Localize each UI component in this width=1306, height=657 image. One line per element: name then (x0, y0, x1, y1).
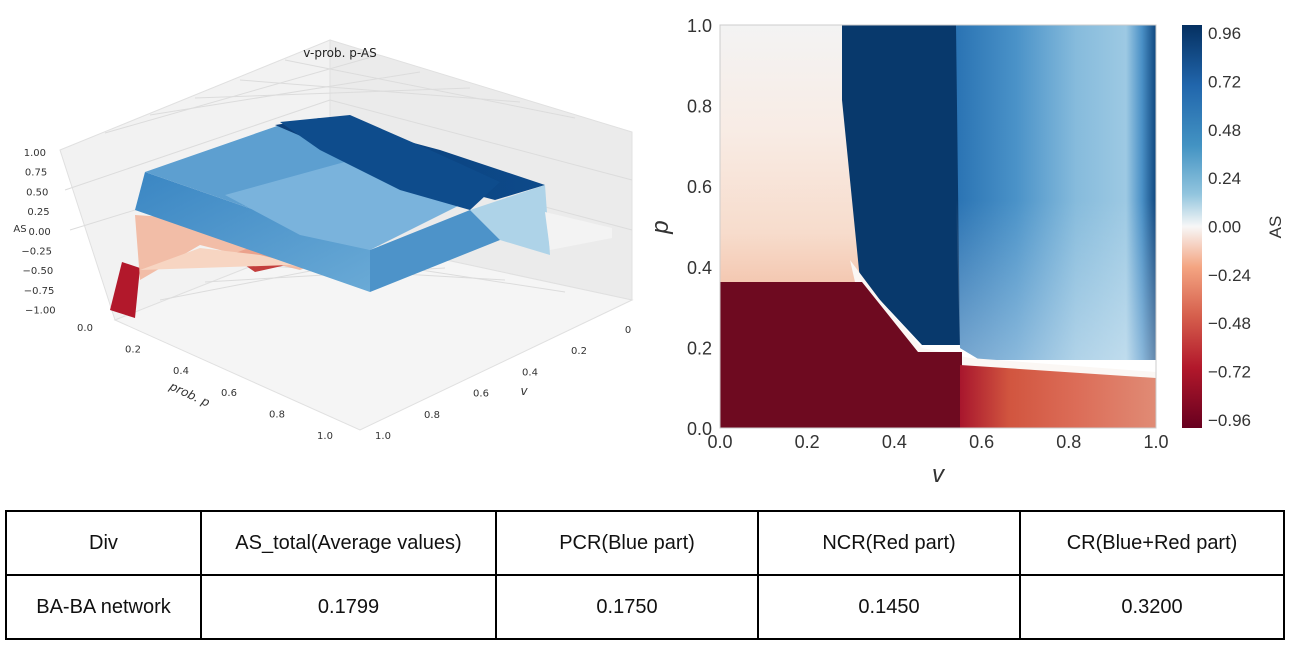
header-cell: CR(Blue+Red part) (1019, 510, 1285, 576)
header-cell: AS_total(Average values) (200, 510, 497, 576)
z-tick-label: −0.25 (21, 247, 52, 258)
v-axis-label: v (932, 461, 946, 488)
p-tick-label: 1.0 (687, 16, 712, 36)
colorbar-label: AS (1266, 216, 1285, 239)
v-tick-label: 0.8 (1056, 432, 1081, 452)
p-tick-label: 0.6 (221, 388, 237, 399)
p-axis-label: prob. p (166, 379, 212, 410)
v-tick-label: 0.6 (473, 389, 489, 400)
v-tick-label: 0.6 (969, 432, 994, 452)
table-cell: 0.1750 (495, 574, 759, 640)
table-cell: BA-BA network (5, 574, 202, 640)
colorbar-tick-label: −0.96 (1208, 411, 1251, 430)
z-axis-label: AS (13, 224, 26, 235)
z-tick-label: 1.00 (24, 148, 46, 159)
z-tick-label: −0.50 (23, 266, 54, 277)
v-tick-label: 0.2 (571, 346, 587, 357)
v-tick-labels: 0 0.2 0.4 0.6 0.8 1.0 (375, 325, 631, 442)
table-row: BA-BA network 0.1799 0.1750 0.1450 0.320… (5, 574, 1285, 640)
surface-darkblue-plateau (280, 115, 500, 210)
colorbar-tick-label: 0.96 (1208, 24, 1241, 43)
surface-side-light (370, 210, 500, 292)
z-tick-label: 0.00 (29, 227, 51, 238)
v-axis-label: v (520, 384, 528, 398)
v-tick-label: 0.4 (522, 367, 538, 378)
summary-table: Div AS_total(Average values) PCR(Blue pa… (5, 510, 1285, 640)
surface-white-flat (545, 212, 612, 250)
header-cell: NCR(Red part) (757, 510, 1021, 576)
p-tick-label: 0.0 (687, 419, 712, 439)
transition-band (850, 260, 1156, 382)
p-tick-label: 0.8 (687, 97, 712, 117)
v-tick-label: 0.4 (882, 432, 907, 452)
p-tick-label: 0.4 (173, 366, 189, 377)
colorbar-tick-label: 0.00 (1208, 218, 1241, 237)
colorbar-tick-label: 0.72 (1208, 72, 1241, 91)
z-tick-label: −1.00 (25, 306, 56, 317)
colorbar-tick-label: 0.24 (1208, 169, 1241, 188)
v-tick-label: 1.0 (1143, 432, 1168, 452)
p-tick-label: 0.6 (687, 177, 712, 197)
p-tick-label: 0.0 (77, 323, 93, 334)
surface-blue-front (135, 172, 370, 292)
colorbar-tick-label: 0.48 (1208, 121, 1241, 140)
v-tick-label: 0.8 (424, 410, 440, 421)
region-mid-red (960, 365, 1156, 428)
contour-heatmap-chart: 0.0 0.2 0.4 0.6 0.8 1.0 0.00.20.40.60.81.0 v … (650, 16, 1285, 488)
surface-blue-right (470, 185, 550, 255)
p-tick-label: 1.0 (317, 431, 333, 442)
colorbar (1182, 25, 1202, 428)
colorbar-tick-label: −0.48 (1208, 314, 1251, 333)
region-mid-blue-fade (956, 200, 1156, 360)
table-cell: 0.1799 (200, 574, 497, 640)
surface-light-red (140, 248, 330, 272)
p-tick-labels: 0.0 0.2 0.4 0.6 0.8 1.0 (687, 16, 712, 439)
v-tick-label: 0.2 (795, 432, 820, 452)
heatmap-area (720, 25, 1156, 428)
colorbar-tick-labels: 0.96 0.72 0.48 0.24 0.00 −0.24 −0.48 −0.72 −0.96 (1208, 24, 1251, 430)
p-axis-label: p (650, 220, 674, 234)
colorbar-tick-label: −0.72 (1208, 363, 1251, 382)
p-tick-labels: 0.0 0.2 0.4 0.6 0.8 1.0 (77, 323, 333, 442)
table-cell: 0.1450 (757, 574, 1021, 640)
z-tick-label: 0.50 (26, 187, 48, 198)
p-tick-label: 0.2 (687, 338, 712, 358)
region-dark-red (720, 282, 962, 428)
plot-frame (719, 24, 1157, 429)
v-tick-label: 0 (625, 325, 631, 336)
surface-pink-strip (135, 215, 320, 280)
v-tick-label: 1.0 (375, 431, 391, 442)
surface-title: v-prob. p-AS (303, 46, 377, 60)
p-tick-label: 0.8 (269, 409, 285, 420)
region-dark-blue (842, 25, 960, 345)
colorbar-tick-label: −0.24 (1208, 266, 1251, 285)
table-header-row: Div AS_total(Average values) PCR(Blue pa… (5, 510, 1285, 576)
z-tick-labels: 1.00 0.75 0.50 0.25 0.00 −0.25 −0.50 −0.75 −1.00 (21, 148, 55, 317)
p-tick-label: 0.2 (125, 345, 141, 356)
surface (110, 115, 612, 318)
p-tick-label: 0.4 (687, 258, 712, 278)
z-tick-label: 0.25 (27, 207, 49, 218)
header-cell: Div (5, 510, 202, 576)
v-tick-label: 0.0 (707, 432, 732, 452)
table-cell: 0.3200 (1019, 574, 1285, 640)
v-tick-labels: 0.0 0.2 0.4 0.6 0.8 1.0 (707, 432, 1168, 452)
region-neutral (720, 25, 860, 285)
z-tick-label: −0.75 (24, 286, 55, 297)
surface-3d-chart: v-prob. p-AS 1.000.750.500.250.00−0.25−0… (13, 39, 634, 442)
header-cell: PCR(Blue part) (495, 510, 759, 576)
surface-red-low (110, 262, 140, 318)
z-tick-label: 0.75 (25, 168, 47, 179)
